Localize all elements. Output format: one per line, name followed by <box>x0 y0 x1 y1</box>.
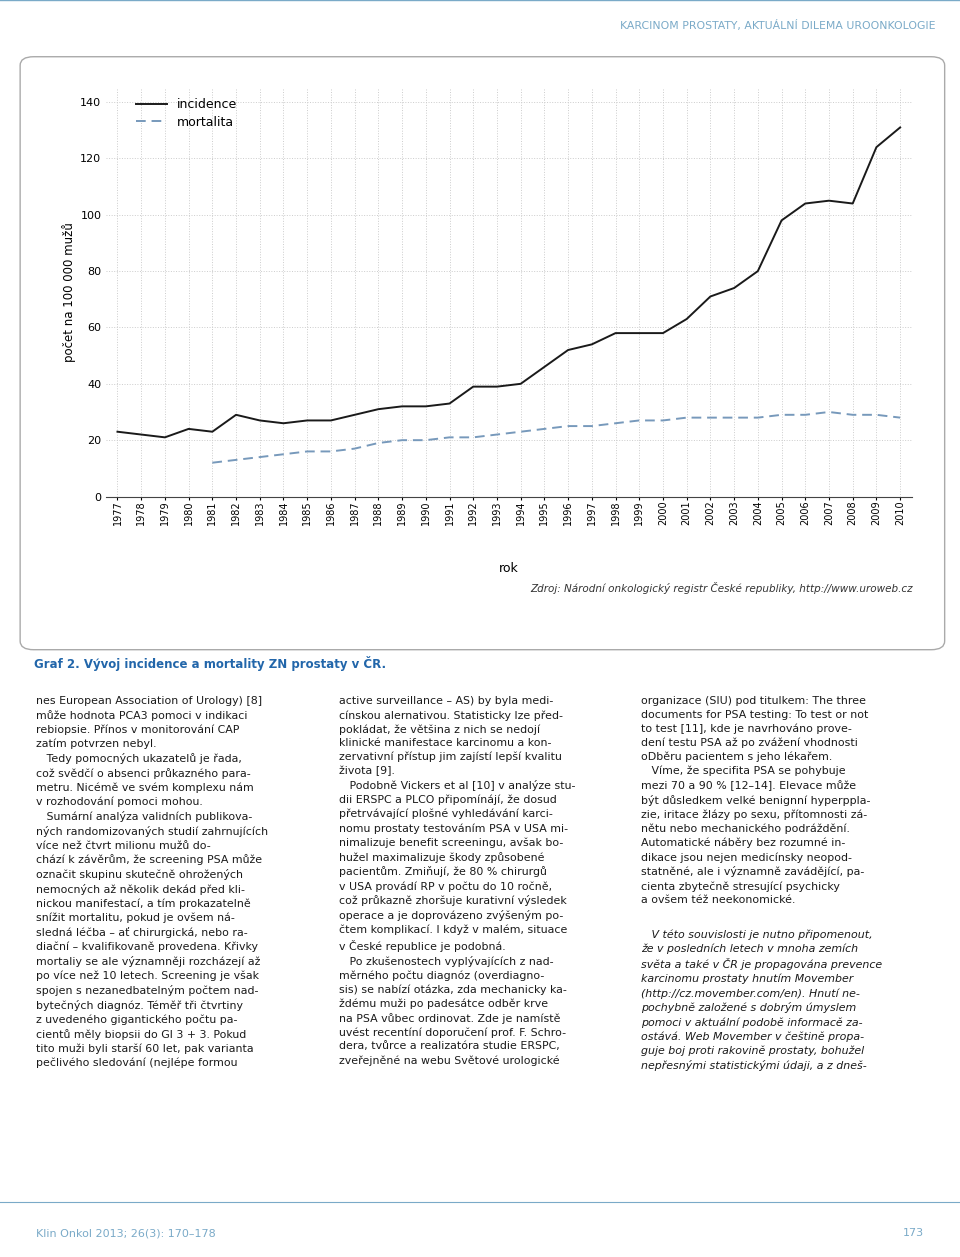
Text: nes European Association of Urology) [8]
může hodnota PCA3 pomoci v indikaci
reb: nes European Association of Urology) [8]… <box>36 696 269 1068</box>
Legend: incidence, mortalita: incidence, mortalita <box>136 98 237 128</box>
FancyBboxPatch shape <box>20 57 945 650</box>
Text: Klin Onkol 2013; 26(3): 170–178: Klin Onkol 2013; 26(3): 170–178 <box>36 1228 216 1238</box>
Text: 173: 173 <box>902 1228 924 1238</box>
Text: V této souvislosti je nutno připomenout,
že v posledních letech v mnoha zemích
s: V této souvislosti je nutno připomenout,… <box>641 929 882 1071</box>
Text: Graf 2. Vývoj incidence a mortality ZN prostaty v ČR.: Graf 2. Vývoj incidence a mortality ZN p… <box>34 656 386 671</box>
Text: organizace (SIU) pod titulkem: The three
documents for PSA testing: To test or n: organizace (SIU) pod titulkem: The three… <box>641 696 871 919</box>
X-axis label: rok: rok <box>499 562 518 574</box>
Text: Zdroj: Národní onkologický registr České republiky, http://www.uroweb.cz: Zdroj: Národní onkologický registr České… <box>531 582 913 593</box>
Text: active surveillance – AS) by byla medi-
cínskou alernativou. Statisticky lze pře: active surveillance – AS) by byla medi- … <box>339 696 575 1066</box>
Text: KARCINOM PROSTATY, AKTUÁLNÍ DILEMA UROONKOLOGIE: KARCINOM PROSTATY, AKTUÁLNÍ DILEMA UROON… <box>620 20 936 31</box>
Y-axis label: počet na 100 000 mužů: počet na 100 000 mužů <box>62 222 76 362</box>
